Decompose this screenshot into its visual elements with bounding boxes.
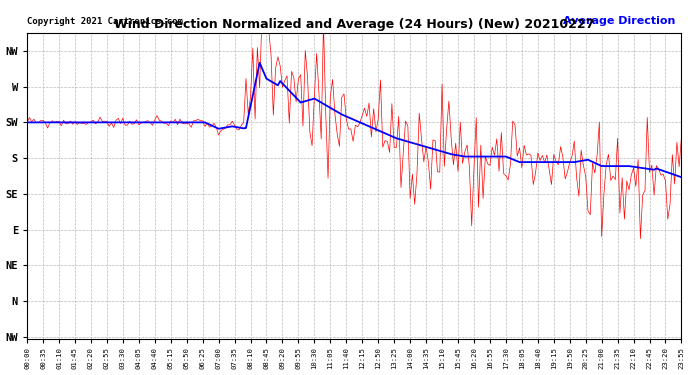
Title: Wind Direction Normalized and Average (24 Hours) (New) 20210227: Wind Direction Normalized and Average (2… [114, 18, 595, 32]
Text: Average Direction: Average Direction [562, 16, 675, 27]
Text: Copyright 2021 Cartronics.com: Copyright 2021 Cartronics.com [27, 18, 183, 27]
